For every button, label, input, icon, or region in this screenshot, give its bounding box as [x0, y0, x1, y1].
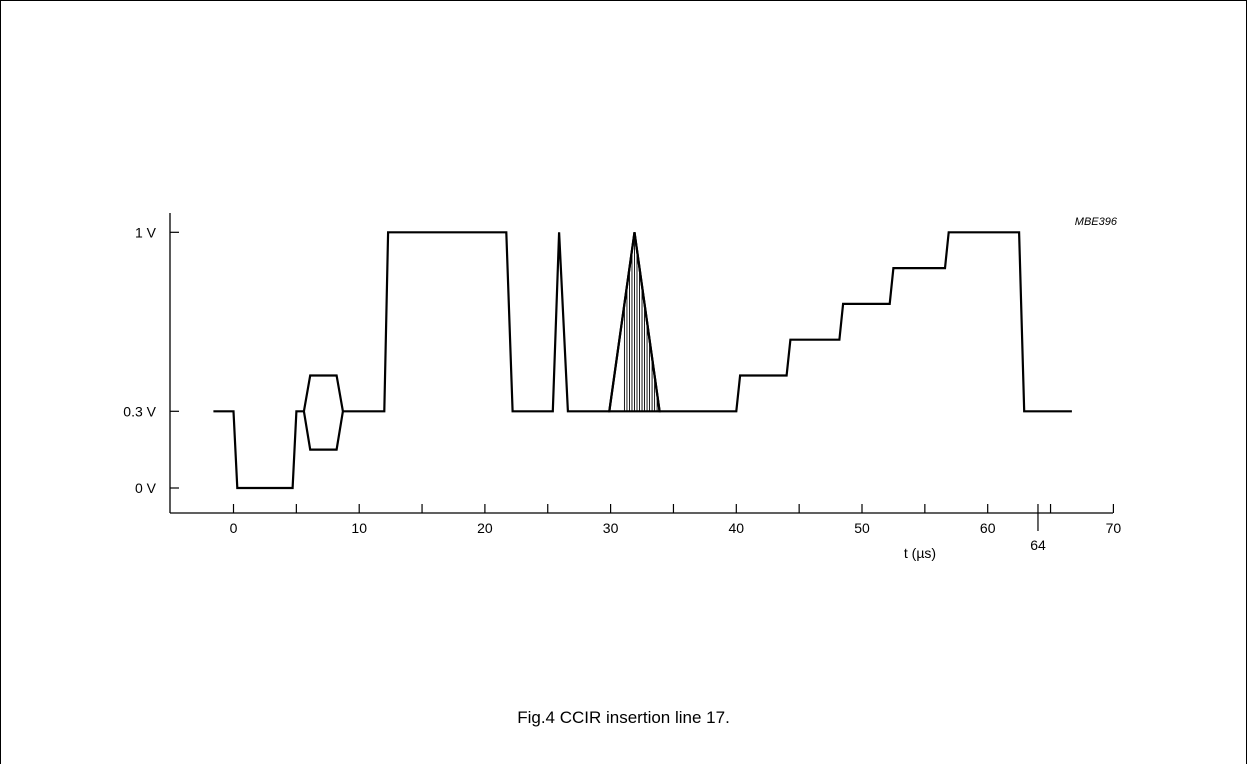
figure-code: MBE396: [1075, 216, 1118, 228]
x-axis-label: t (µs): [904, 545, 936, 561]
color-burst: [302, 374, 345, 451]
y-tick-label: 1 V: [135, 224, 157, 240]
labels: 0 10 20 30 40 50 60 70 64 t (µs) 0 V 0.3 V 1 V MBE396: [123, 216, 1121, 561]
figure-caption: Fig.4 CCIR insertion line 17.: [517, 708, 730, 727]
x-tick-label: 70: [1106, 520, 1122, 536]
hatching: [313, 232, 658, 450]
modulated-packet: [608, 232, 661, 413]
signal-layer: [213, 231, 1072, 490]
y-tick-label: 0.3 V: [123, 403, 156, 419]
x-tick-label: 0: [230, 520, 238, 536]
axes: [169, 213, 1115, 531]
x-tick-label: 60: [980, 520, 996, 536]
x-tick-label-64: 64: [1030, 537, 1046, 553]
x-tick-label: 50: [854, 520, 870, 536]
waveform-line: [213, 231, 1072, 490]
x-tick-label: 40: [729, 520, 745, 536]
y-tick-label: 0 V: [135, 480, 157, 496]
x-tick-label: 30: [603, 520, 619, 536]
x-tick-label: 20: [477, 520, 493, 536]
x-tick-label: 10: [351, 520, 367, 536]
